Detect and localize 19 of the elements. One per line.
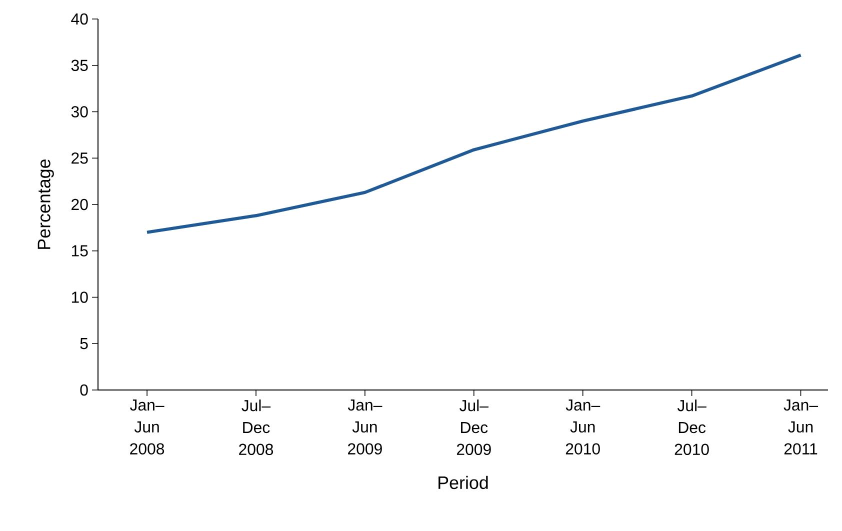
x-tick-label: Jul– Dec 2008 (239, 400, 274, 456)
x-tick-label: Jan– Jun 2010 (566, 400, 600, 454)
x-axis-title: Period (438, 476, 488, 490)
y-tick-label: 20 (72, 198, 88, 210)
line-series (145, 54, 802, 234)
y-tick-label: 10 (72, 292, 88, 303)
x-tick-label: Jan– Jun 2009 (348, 400, 382, 454)
y-tick-label: 0 (80, 384, 88, 396)
y-tick-label: 40 (71, 13, 88, 25)
y-tick-label: 15 (72, 245, 88, 256)
y-axis-title: Percentage (38, 159, 54, 249)
y-tick-label: 35 (71, 60, 88, 72)
y-tick-label: 30 (71, 106, 88, 118)
y-tick-label: 5 (80, 338, 88, 350)
y-tick-label: 25 (72, 152, 88, 164)
x-tick-label: Jul– Dec 2010 (674, 400, 709, 456)
x-tick-label: Jan– Jun 2008 (130, 400, 164, 454)
x-tick-label: Jul– Dec 2009 (456, 400, 491, 456)
x-tick-label: Jan– Jun 2011 (784, 400, 818, 454)
